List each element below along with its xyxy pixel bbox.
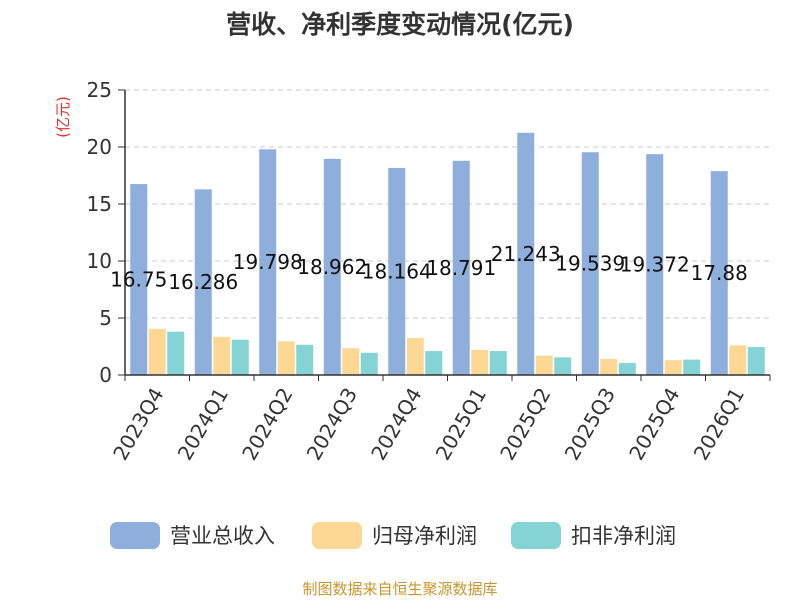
bar-扣非净利润-2024Q2 xyxy=(296,344,314,375)
x-tick-label: 2025Q4 xyxy=(624,384,684,465)
data-label: 19.372 xyxy=(620,253,690,277)
bar-营业总收入-2025Q4 xyxy=(646,154,664,375)
legend-swatch xyxy=(110,522,160,549)
legend-label: 营业总收入 xyxy=(170,524,275,548)
bar-归母净利润-2025Q1 xyxy=(471,349,489,375)
bar-归母净利润-2025Q3 xyxy=(600,359,618,375)
data-label: 16.75 xyxy=(110,268,167,292)
x-tick-label: 2025Q2 xyxy=(495,384,555,465)
bar-归母净利润-2023Q4 xyxy=(148,328,166,375)
y-axis-label: (亿元) xyxy=(54,96,72,138)
bar-营业总收入-2024Q4 xyxy=(388,167,406,375)
bar-扣非净利润-2025Q4 xyxy=(683,359,701,375)
legend-label: 归母净利润 xyxy=(372,524,477,548)
x-tick-label: 2025Q1 xyxy=(431,384,491,465)
bar-扣非净利润-2024Q3 xyxy=(360,352,378,375)
data-label: 19.539 xyxy=(555,252,625,276)
x-tick-label: 2023Q4 xyxy=(108,384,168,465)
legend: 营业总收入 归母净利润 扣非净利润 xyxy=(110,522,676,549)
data-label: 18.164 xyxy=(362,259,432,283)
bar-扣非净利润-2025Q1 xyxy=(489,351,507,375)
x-tick-label: 2024Q2 xyxy=(237,384,297,465)
bar-归母净利润-2024Q1 xyxy=(213,336,231,375)
bar-营业总收入-2025Q3 xyxy=(581,152,599,375)
y-tick-label: 0 xyxy=(99,363,112,387)
x-tick-label: 2025Q3 xyxy=(560,384,620,465)
bar-归母净利润-2024Q2 xyxy=(277,341,295,375)
bar-营业总收入-2025Q2 xyxy=(517,132,535,375)
bar-营业总收入-2023Q4 xyxy=(130,184,148,375)
chart-title: 营收、净利季度变动情况(亿元) xyxy=(226,10,574,39)
legend-item: 扣非净利润 xyxy=(511,522,676,549)
x-tick-label: 2024Q3 xyxy=(302,384,362,465)
y-tick-label: 20 xyxy=(87,135,112,159)
bar-营业总收入-2026Q1 xyxy=(710,171,728,375)
bar-归母净利润-2025Q4 xyxy=(664,360,682,375)
bar-归母净利润-2025Q2 xyxy=(535,355,553,375)
bar-营业总收入-2024Q1 xyxy=(194,189,212,375)
legend-label: 扣非净利润 xyxy=(571,524,676,548)
bar-营业总收入-2025Q1 xyxy=(452,160,470,375)
legend-swatch xyxy=(511,522,561,549)
bars-layer xyxy=(130,132,765,375)
bar-归母净利润-2026Q1 xyxy=(729,345,747,375)
x-tick-label: 2024Q4 xyxy=(366,384,426,465)
data-label: 18.962 xyxy=(297,255,367,279)
data-label: 18.791 xyxy=(426,256,496,280)
x-tick-label: 2026Q1 xyxy=(689,384,749,465)
data-label: 16.286 xyxy=(168,270,238,294)
y-tick-label: 15 xyxy=(87,192,112,216)
data-label: 19.798 xyxy=(233,250,303,274)
bar-归母净利润-2024Q3 xyxy=(342,348,360,375)
bar-扣非净利润-2024Q1 xyxy=(231,339,249,375)
bar-扣非净利润-2025Q3 xyxy=(618,363,636,375)
y-tick-label: 5 xyxy=(99,306,112,330)
x-tick-label: 2024Q1 xyxy=(173,384,233,465)
data-label: 17.88 xyxy=(691,261,748,285)
y-tick-label: 25 xyxy=(87,78,112,102)
bar-扣非净利润-2025Q2 xyxy=(554,357,572,375)
bar-营业总收入-2024Q3 xyxy=(323,158,341,375)
y-tick-label: 10 xyxy=(87,249,112,273)
data-labels-layer: 16.75 16.28619.79818.96218.16418.79121.24… xyxy=(110,242,748,294)
bar-归母净利润-2024Q4 xyxy=(406,337,424,375)
legend-swatch xyxy=(312,522,362,549)
bar-营业总收入-2024Q2 xyxy=(259,149,277,375)
bar-扣非净利润-2024Q4 xyxy=(425,351,443,375)
bar-扣非净利润-2023Q4 xyxy=(167,331,185,375)
data-label: 21.243 xyxy=(491,242,561,266)
bar-扣非净利润-2026Q1 xyxy=(747,347,765,375)
legend-item: 归母净利润 xyxy=(312,522,477,549)
source-note: 制图数据来自恒生聚源数据库 xyxy=(302,580,497,598)
legend-item: 营业总收入 xyxy=(110,522,275,549)
